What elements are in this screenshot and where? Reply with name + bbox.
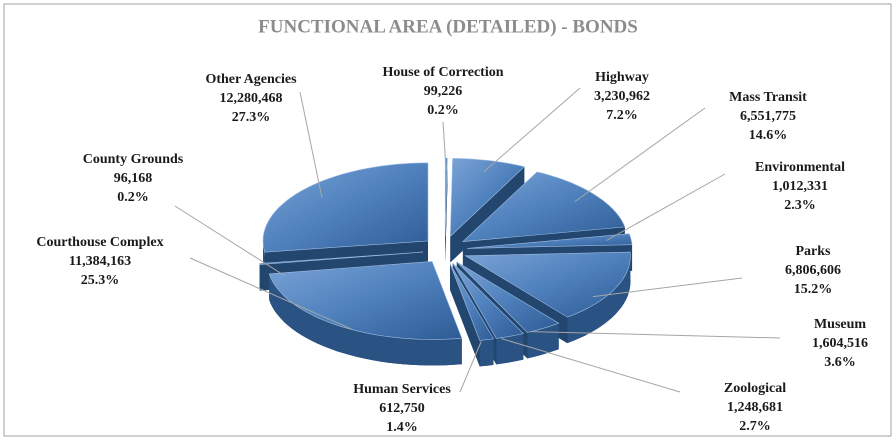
slice xyxy=(449,158,526,238)
percent-label: 14.6% xyxy=(749,128,788,143)
leader-line xyxy=(442,121,447,170)
chart-title: FUNCTIONAL AREA (DETAILED) - BONDS xyxy=(258,16,638,37)
leader-line xyxy=(606,173,726,241)
slice xyxy=(449,263,494,341)
category-label: Environmental xyxy=(755,160,845,175)
leader-line xyxy=(189,257,352,330)
value-label: 3,230,962 xyxy=(594,89,650,104)
percent-label: 25.3% xyxy=(81,273,120,288)
leader-line xyxy=(299,91,323,198)
slice xyxy=(462,171,626,242)
percent-label: 15.2% xyxy=(794,282,833,297)
leader-line xyxy=(574,107,706,203)
category-label: Zoological xyxy=(724,381,786,396)
slice xyxy=(452,262,524,339)
leader-line xyxy=(530,331,781,339)
category-label: County Grounds xyxy=(83,152,184,167)
slice-side xyxy=(496,333,524,365)
value-label: 6,551,775 xyxy=(740,109,796,124)
slice xyxy=(268,261,463,366)
value-label: 1,012,331 xyxy=(772,179,828,194)
value-label: 12,280,468 xyxy=(220,91,283,106)
percent-label: 2.7% xyxy=(739,419,771,434)
value-label: 612,750 xyxy=(379,401,425,416)
value-label: 96,168 xyxy=(114,171,153,186)
percent-label: 7.2% xyxy=(606,108,638,123)
leader-line xyxy=(459,341,482,393)
slice xyxy=(444,157,448,262)
leader-line xyxy=(592,277,743,298)
slice xyxy=(262,162,429,253)
leader-line xyxy=(501,338,681,393)
percent-label: 1.4% xyxy=(386,420,418,435)
percent-label: 2.3% xyxy=(784,198,816,213)
slice-side xyxy=(567,255,631,344)
leader-line xyxy=(174,205,285,276)
slice xyxy=(268,261,463,340)
value-label: 1,604,516 xyxy=(812,336,868,351)
percent-label: 0.2% xyxy=(427,103,459,118)
value-label: 99,226 xyxy=(424,84,463,99)
slice-side xyxy=(269,273,462,366)
slice xyxy=(464,251,631,318)
category-label: Museum xyxy=(814,317,866,332)
percent-label: 3.6% xyxy=(824,355,856,370)
category-label: Parks xyxy=(796,244,832,259)
category-label: Other Agencies xyxy=(205,72,297,87)
value-label: 1,248,681 xyxy=(727,400,783,415)
value-label: 11,384,163 xyxy=(69,254,131,269)
category-label: Highway xyxy=(595,70,649,85)
slice xyxy=(467,233,633,249)
slice xyxy=(456,261,560,333)
pie xyxy=(259,157,633,367)
category-label: House of Correction xyxy=(382,65,503,80)
slice xyxy=(449,263,494,367)
leader-line xyxy=(483,87,581,173)
slice-wall xyxy=(450,263,480,367)
percent-label: 27.3% xyxy=(232,110,271,125)
category-label: Mass Transit xyxy=(729,90,807,105)
slice-side xyxy=(479,338,494,367)
slice xyxy=(259,251,423,265)
value-label: 6,806,606 xyxy=(785,263,841,278)
category-label: Courthouse Complex xyxy=(36,235,163,250)
percent-label: 0.2% xyxy=(117,190,149,205)
category-label: Human Services xyxy=(353,382,451,397)
slice xyxy=(444,157,448,237)
